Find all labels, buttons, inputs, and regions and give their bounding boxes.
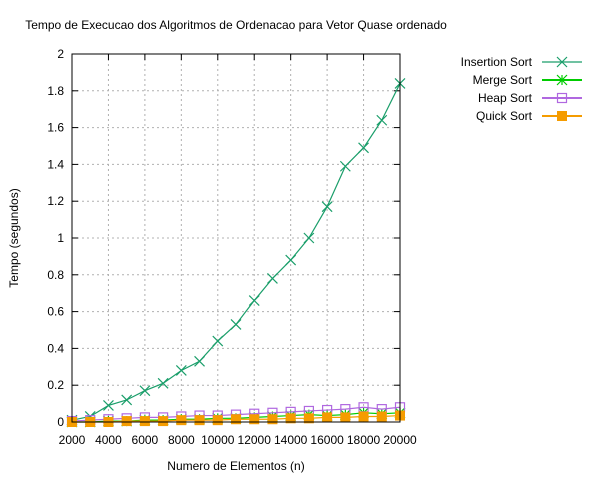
data-point: [231, 414, 241, 425]
data-point: [321, 201, 333, 213]
y-tick-label: 1.8: [47, 84, 64, 98]
data-point: [285, 254, 297, 266]
y-tick-label: 0.2: [47, 378, 64, 392]
data-point: [248, 295, 260, 306]
data-point: [194, 415, 205, 426]
x-tick-label: 16000: [310, 433, 344, 447]
data-point: [157, 377, 169, 389]
data-point: [303, 232, 315, 244]
y-tick-label: 0.4: [47, 341, 64, 355]
y-tick-label: 2: [57, 47, 64, 61]
data-point: [212, 335, 224, 347]
data-point: [249, 414, 260, 425]
grid: [72, 54, 400, 422]
data-point: [175, 365, 187, 376]
legend-marker: [556, 92, 568, 104]
legend-entry: Merge Sort: [473, 73, 582, 87]
data-point: [376, 114, 388, 126]
legend-label: Heap Sort: [478, 91, 533, 105]
legend-marker: [556, 56, 568, 68]
legend-entry: Heap Sort: [478, 91, 582, 105]
x-tick-label: 2000: [59, 433, 86, 447]
legend: Insertion Sort Merge Sort Heap Sort Quick S…: [461, 55, 582, 123]
data-point: [267, 414, 278, 425]
series-insertion-sort: [66, 78, 406, 426]
x-tick-label: 18000: [347, 433, 381, 447]
data-point: [121, 416, 132, 427]
y-axis-label: Tempo (segundos): [7, 188, 21, 287]
chart-title: Tempo de Execucao dos Algoritmos de Orde…: [25, 18, 447, 32]
data-point: [194, 355, 205, 367]
x-axis-label: Numero de Elementos (n): [167, 459, 304, 473]
x-tick-label: 12000: [238, 433, 272, 447]
data-point: [103, 400, 114, 411]
data-point: [358, 411, 369, 422]
x-tick-label: 20000: [383, 433, 417, 447]
legend-entry: Quick Sort: [476, 109, 582, 123]
legend-label: Insertion Sort: [461, 55, 533, 69]
series-line: [71, 83, 401, 421]
y-tick-label: 0: [57, 415, 64, 429]
legend-entry: Insertion Sort: [461, 55, 582, 69]
legend-marker: [557, 111, 567, 121]
data-point: [358, 142, 369, 154]
y-tick-label: 1: [57, 231, 64, 245]
legend-label: Quick Sort: [476, 109, 533, 123]
y-tick-label: 0.6: [47, 305, 64, 319]
data-point: [158, 416, 169, 427]
x-tick-label: 14000: [274, 433, 308, 447]
data-point: [322, 412, 333, 423]
data-point: [139, 385, 151, 397]
axis-ticks: 2000 4000 6000 8000 10000 12000 14000 16000 1800…: [47, 47, 417, 447]
legend-label: Merge Sort: [473, 73, 533, 87]
y-tick-label: 0.8: [47, 268, 64, 282]
data-point: [303, 413, 314, 424]
data-point: [176, 415, 187, 426]
series-layer: [66, 78, 406, 428]
data-point: [139, 416, 150, 427]
plot-frame: [71, 53, 401, 423]
data-point: [285, 413, 296, 424]
data-point: [340, 412, 351, 423]
data-point: [121, 394, 133, 406]
x-tick-label: 8000: [168, 433, 195, 447]
y-tick-label: 1.6: [47, 121, 64, 135]
x-tick-label: 10000: [201, 433, 235, 447]
data-point: [339, 160, 351, 172]
data-point: [212, 415, 223, 426]
y-tick-label: 1.4: [47, 157, 64, 171]
legend-marker: [556, 74, 568, 86]
data-point: [267, 273, 278, 284]
y-tick-label: 1.2: [47, 194, 64, 208]
data-point: [376, 411, 387, 422]
x-tick-label: 6000: [132, 433, 159, 447]
x-tick-label: 4000: [95, 433, 122, 447]
data-point: [230, 319, 242, 330]
